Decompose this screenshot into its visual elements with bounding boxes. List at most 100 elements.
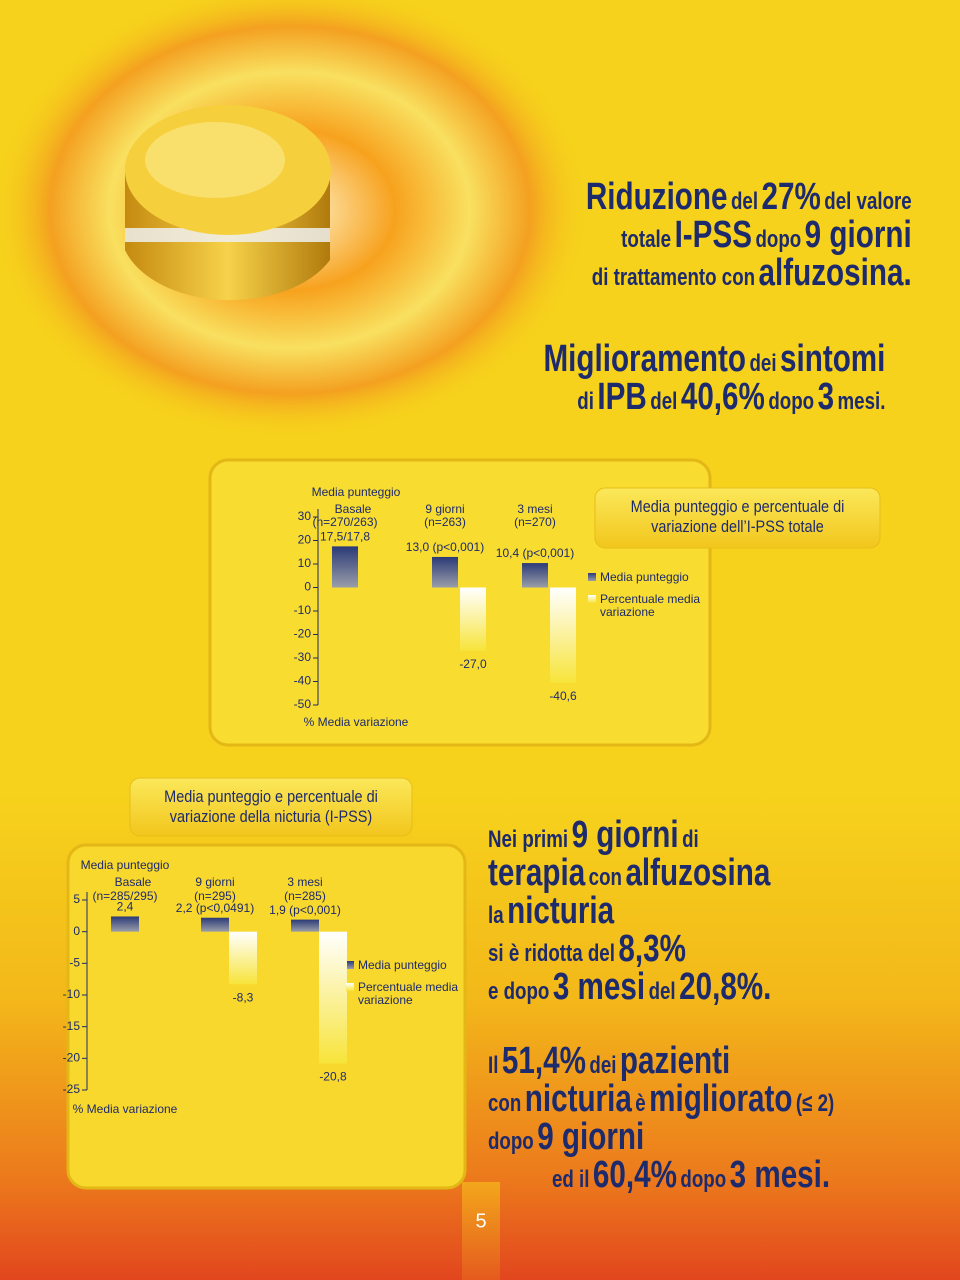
body-text: Nei primi 9 giorni di terapia con alfuzo… xyxy=(488,816,771,1006)
y-tick-label: -5 xyxy=(69,956,80,970)
category-label: Basale xyxy=(335,502,372,516)
text: del valore xyxy=(824,188,912,215)
text: 27% xyxy=(761,176,822,218)
text: 3 mesi. xyxy=(729,1154,831,1196)
page-number-box xyxy=(462,1182,500,1280)
value-label: 17,5/17,8 xyxy=(320,530,370,544)
text: dopo xyxy=(680,1166,727,1193)
value-label: 2,4 xyxy=(117,900,134,914)
text: IPB xyxy=(597,376,647,418)
bar xyxy=(460,587,486,651)
text: pazienti xyxy=(619,1040,731,1082)
bar xyxy=(522,563,548,588)
category-note: (n=263) xyxy=(424,515,466,529)
text: sintomi xyxy=(779,338,885,380)
bar xyxy=(319,931,347,1064)
category-note: (n=270/263) xyxy=(312,515,377,529)
text: 40,6% xyxy=(680,376,765,418)
text: dei xyxy=(589,1052,617,1079)
bar xyxy=(229,931,257,985)
value-label: 2,2 (p<0,0491) xyxy=(176,901,254,915)
value-label: 10,4 (p<0,001) xyxy=(496,546,574,560)
text: ed il xyxy=(551,1166,590,1193)
legend-label: Percentuale media variazione xyxy=(358,980,459,1007)
y-tick-label: -15 xyxy=(63,1019,81,1033)
text: con xyxy=(488,1090,522,1117)
legend-label: Media punteggio xyxy=(600,570,689,584)
y-tick-label: 5 xyxy=(73,892,80,906)
text: e dopo xyxy=(488,978,550,1005)
text: di xyxy=(576,388,594,415)
axis-label: % Media variazione xyxy=(304,715,409,729)
axis-label: Media punteggio xyxy=(81,858,170,872)
y-tick-label: 0 xyxy=(73,924,80,938)
y-tick-label: -25 xyxy=(63,1082,81,1096)
y-tick-label: -30 xyxy=(294,650,312,664)
legend-swatch xyxy=(588,573,596,581)
bar xyxy=(332,546,358,588)
value-label: 13,0 (p<0,001) xyxy=(406,540,484,554)
text: 3 xyxy=(817,376,834,418)
text: del xyxy=(649,388,677,415)
text: Nei primi xyxy=(488,826,569,853)
text: 9 giorni xyxy=(804,214,912,256)
text: totale xyxy=(621,226,672,253)
title-box xyxy=(594,487,881,549)
value-label: -40,6 xyxy=(549,689,577,703)
legend-swatch xyxy=(346,983,354,991)
y-tick-label: 20 xyxy=(298,533,312,547)
text: Miglioramento xyxy=(543,338,746,380)
y-tick-label: 10 xyxy=(298,556,312,570)
body-text: Il 51,4% dei pazienti con nicturia è mig… xyxy=(488,1042,834,1194)
category-label: 9 giorni xyxy=(195,875,234,889)
text: Riduzione xyxy=(586,176,728,218)
text: alfuzosina xyxy=(625,852,771,894)
text: dopo xyxy=(767,388,814,415)
y-tick-label: 0 xyxy=(304,580,311,594)
text: 3 mesi xyxy=(552,966,646,1008)
axis-label: % Media variazione xyxy=(73,1102,178,1116)
y-tick-label: 30 xyxy=(298,509,312,523)
pill xyxy=(125,105,331,301)
panel xyxy=(66,843,467,1190)
y-tick-label: -50 xyxy=(294,697,312,711)
category-note: (n=285) xyxy=(284,889,326,903)
y-tick-label: -20 xyxy=(294,627,312,641)
headline: Miglioramento dei sintomi di IPB del 40,… xyxy=(543,340,885,416)
bar xyxy=(432,556,458,588)
text: alfuzosina. xyxy=(758,252,912,294)
text: 51,4% xyxy=(501,1040,586,1082)
text: con xyxy=(588,864,622,891)
legend-swatch xyxy=(346,961,354,969)
value-label: -20,8 xyxy=(319,1070,347,1084)
text: (≤ 2) xyxy=(795,1090,835,1117)
text: dopo xyxy=(488,1128,534,1155)
text: 9 giorni xyxy=(537,1116,645,1158)
value-label: -8,3 xyxy=(233,990,254,1004)
bar xyxy=(111,916,139,932)
y-tick-label: -20 xyxy=(63,1051,81,1065)
chart-title: Media punteggio e percentuale di variazi… xyxy=(164,787,378,826)
text: la xyxy=(488,902,504,929)
legend-label: Percentuale media variazione xyxy=(600,592,701,619)
text: si è ridotta del xyxy=(488,940,615,967)
category-note: (n=285/295) xyxy=(92,889,157,903)
page-number: 5 xyxy=(475,1210,486,1232)
y-tick-label: -10 xyxy=(294,603,312,617)
title-box xyxy=(129,777,413,837)
text: 20,8%. xyxy=(679,966,772,1008)
text: dopo xyxy=(755,226,802,253)
value-label: -27,0 xyxy=(459,657,487,671)
text: dei xyxy=(749,350,777,377)
bar xyxy=(291,919,319,932)
text: 9 giorni xyxy=(571,814,679,856)
text: del xyxy=(648,978,676,1005)
text: di trattamento con xyxy=(592,264,756,291)
category-label: 9 giorni xyxy=(425,502,464,516)
text: terapia xyxy=(488,852,586,894)
text: del xyxy=(731,188,759,215)
bar xyxy=(201,917,229,932)
text: mesi. xyxy=(837,388,885,415)
bar xyxy=(550,587,576,683)
